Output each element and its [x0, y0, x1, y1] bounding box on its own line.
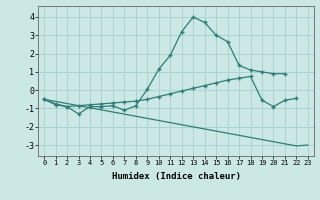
X-axis label: Humidex (Indice chaleur): Humidex (Indice chaleur): [111, 172, 241, 181]
